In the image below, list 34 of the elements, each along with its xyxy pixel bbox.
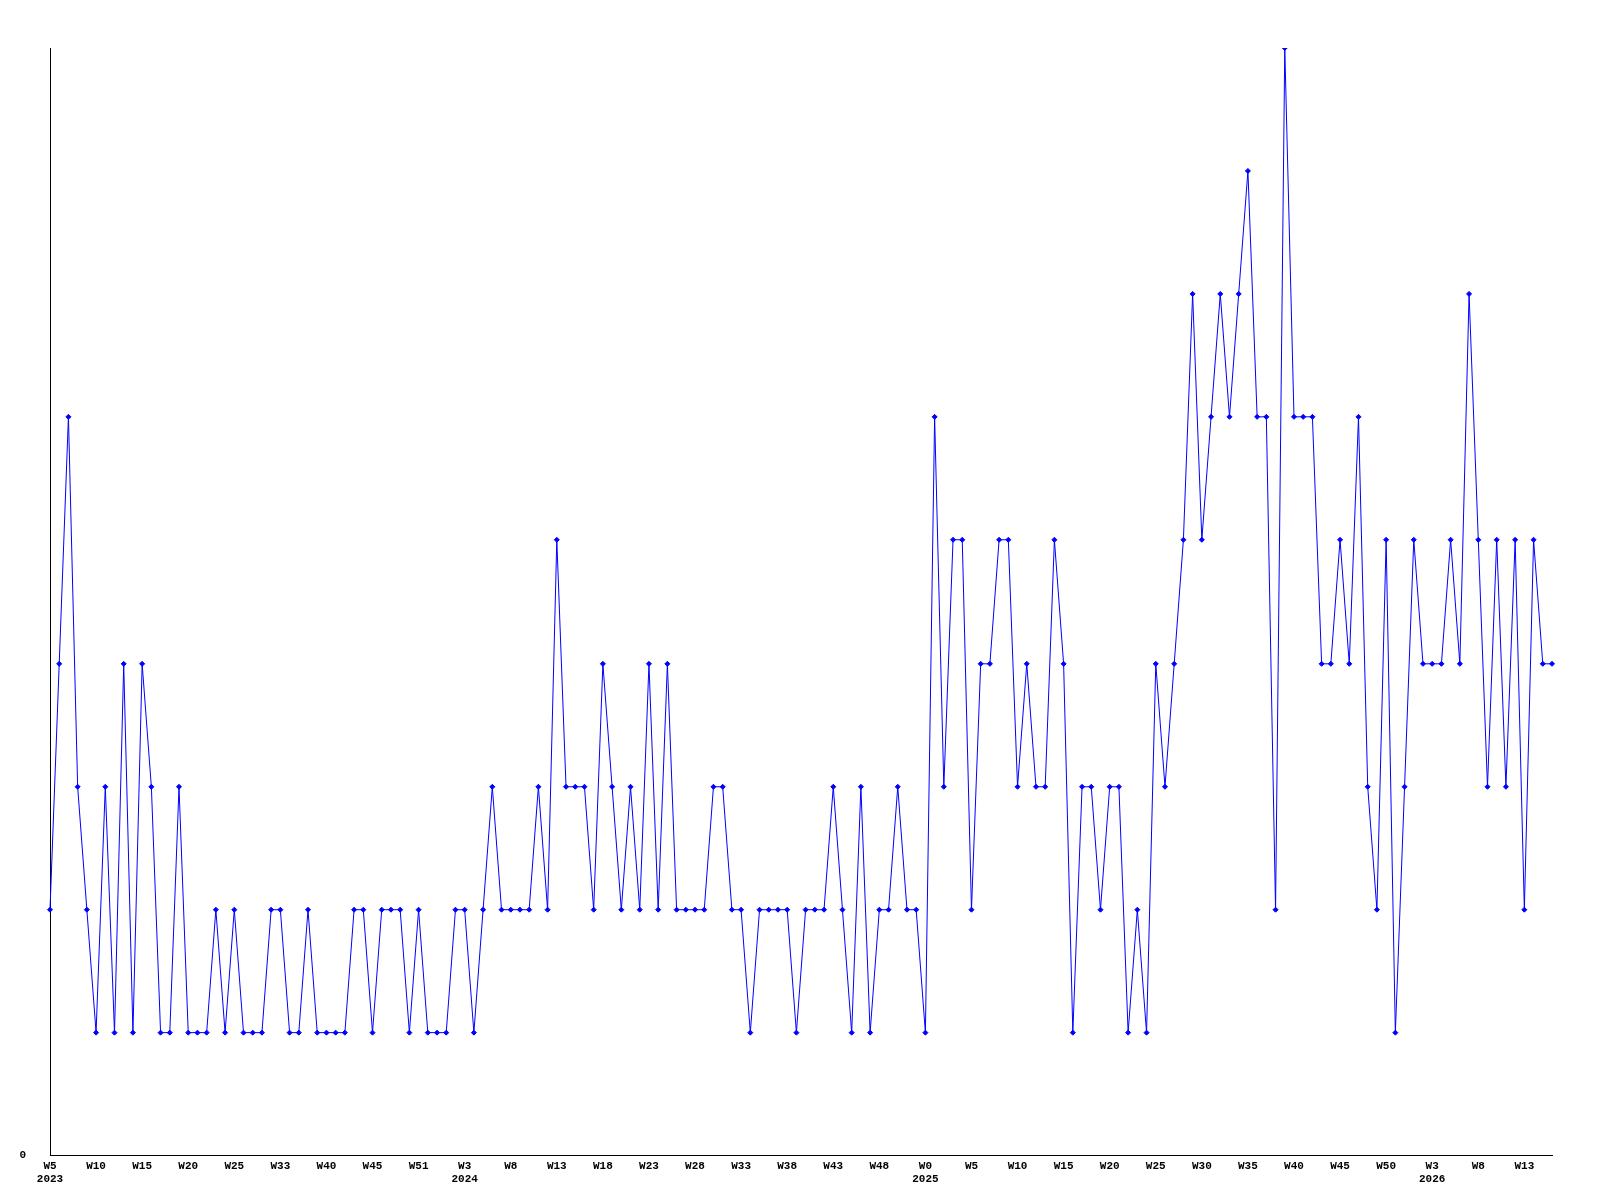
- x-tick-label: W10: [86, 1159, 106, 1172]
- x-tick-label: W8: [504, 1159, 518, 1172]
- x-tick-label: W15: [132, 1159, 153, 1172]
- x-tick-label: W33: [731, 1159, 752, 1172]
- x-tick-label: W3 2026: [1419, 1159, 1446, 1186]
- x-tick-label: W25: [1145, 1159, 1167, 1172]
- x-tick-label: W45: [1330, 1159, 1351, 1172]
- x-tick-label: W10: [1007, 1159, 1028, 1172]
- x-tick-label: W13: [1514, 1159, 1535, 1172]
- x-tick-label: W5: [964, 1159, 979, 1172]
- x-tick-label: W28: [685, 1159, 706, 1172]
- x-tick-label: W51: [408, 1159, 429, 1172]
- x-tick-label: W38: [777, 1159, 798, 1172]
- x-tick-label: W45: [362, 1159, 383, 1172]
- x-tick-label: W50: [1376, 1159, 1397, 1172]
- x-tick-label: W13: [546, 1159, 568, 1172]
- x-tick-label: W0 2025: [912, 1159, 939, 1186]
- x-tick-label: W43: [823, 1159, 844, 1172]
- x-tick-label: W18: [592, 1159, 614, 1172]
- x-tick-label: W40: [1284, 1159, 1304, 1172]
- x-tick-label: W20: [1099, 1159, 1120, 1172]
- x-tick-label: W35: [1238, 1159, 1259, 1172]
- x-tick-label: W40: [316, 1159, 337, 1172]
- x-tick-label: W20: [178, 1159, 199, 1172]
- x-tick-label: W5 2023: [36, 1159, 64, 1186]
- x-tick-label: W23: [639, 1159, 660, 1172]
- x-tick-label: W8: [1471, 1159, 1486, 1172]
- x-tick-label: W33: [270, 1159, 291, 1172]
- x-tick-label: W30: [1191, 1159, 1212, 1172]
- x-tick-label: W25: [224, 1159, 245, 1172]
- x-tick-label: W15: [1053, 1159, 1074, 1172]
- text: 0: [19, 1149, 26, 1162]
- x-tick-label: W48: [869, 1159, 890, 1172]
- x-tick-label: W3 2024: [451, 1159, 479, 1186]
